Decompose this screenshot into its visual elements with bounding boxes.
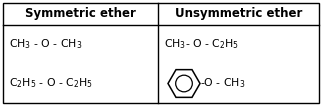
Text: C$_2$H$_5$ - O - C$_2$H$_5$: C$_2$H$_5$ - O - C$_2$H$_5$: [9, 77, 93, 90]
Text: Unsymmetric ether: Unsymmetric ether: [175, 8, 302, 20]
Text: CH$_3$ - O - CH$_3$: CH$_3$ - O - CH$_3$: [9, 38, 82, 51]
Text: Symmetric ether: Symmetric ether: [25, 8, 136, 20]
Text: CH$_3$- O - C$_2$H$_5$: CH$_3$- O - C$_2$H$_5$: [164, 38, 239, 51]
Text: -O - CH$_3$: -O - CH$_3$: [200, 77, 245, 90]
